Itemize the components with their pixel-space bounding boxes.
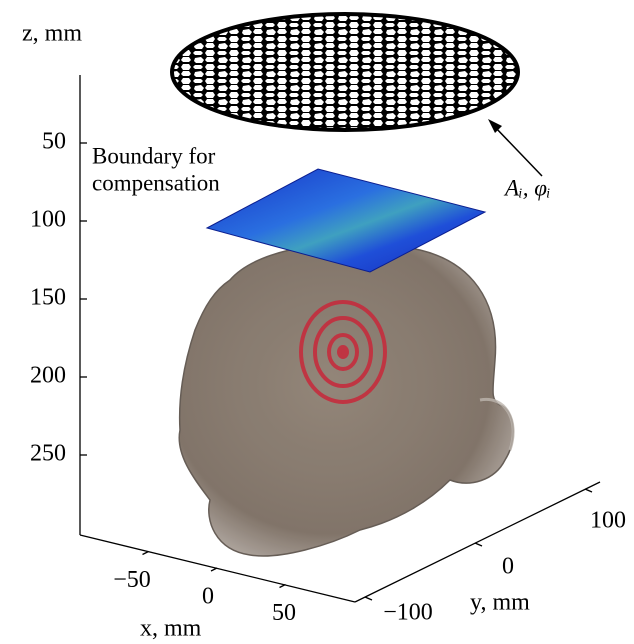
y-tick-label: 100 bbox=[590, 508, 626, 534]
boundary-label: Boundary for bbox=[92, 143, 216, 168]
y-tick bbox=[365, 597, 372, 600]
z-tick-label: 150 bbox=[30, 285, 66, 311]
y-tick bbox=[585, 489, 592, 492]
z-tick-label: 250 bbox=[30, 441, 66, 467]
z-tick-label: 100 bbox=[30, 207, 66, 233]
array-arrow bbox=[488, 119, 542, 176]
focus-rings bbox=[301, 302, 385, 402]
x-tick-label: 0 bbox=[202, 584, 214, 610]
x-tick bbox=[211, 568, 217, 571]
figure: Boundary for compensation Aᵢ, φᵢ z, mm x… bbox=[0, 0, 634, 644]
x-tick bbox=[143, 552, 149, 555]
boundary-label: compensation bbox=[92, 170, 220, 195]
transducer-array bbox=[172, 14, 518, 130]
y-tick bbox=[475, 543, 482, 546]
boundary-plane bbox=[207, 169, 485, 272]
y-axis-label: y, mm bbox=[470, 590, 530, 616]
array-label: Aᵢ, φᵢ bbox=[503, 175, 551, 200]
y-tick-label: −100 bbox=[383, 600, 433, 626]
z-tick-label: 200 bbox=[30, 363, 66, 389]
head bbox=[179, 243, 513, 556]
y-tick-label: 0 bbox=[502, 554, 514, 580]
z-axis-label: z, mm bbox=[22, 21, 82, 47]
x-tick-label: 50 bbox=[272, 600, 296, 626]
x-axis-label: x, mm bbox=[140, 616, 202, 642]
page: {"axes": { "z": {"label": "z, mm", "tick… bbox=[0, 0, 634, 644]
z-tick-label: 50 bbox=[42, 129, 66, 155]
x-tick-label: −50 bbox=[113, 567, 151, 593]
